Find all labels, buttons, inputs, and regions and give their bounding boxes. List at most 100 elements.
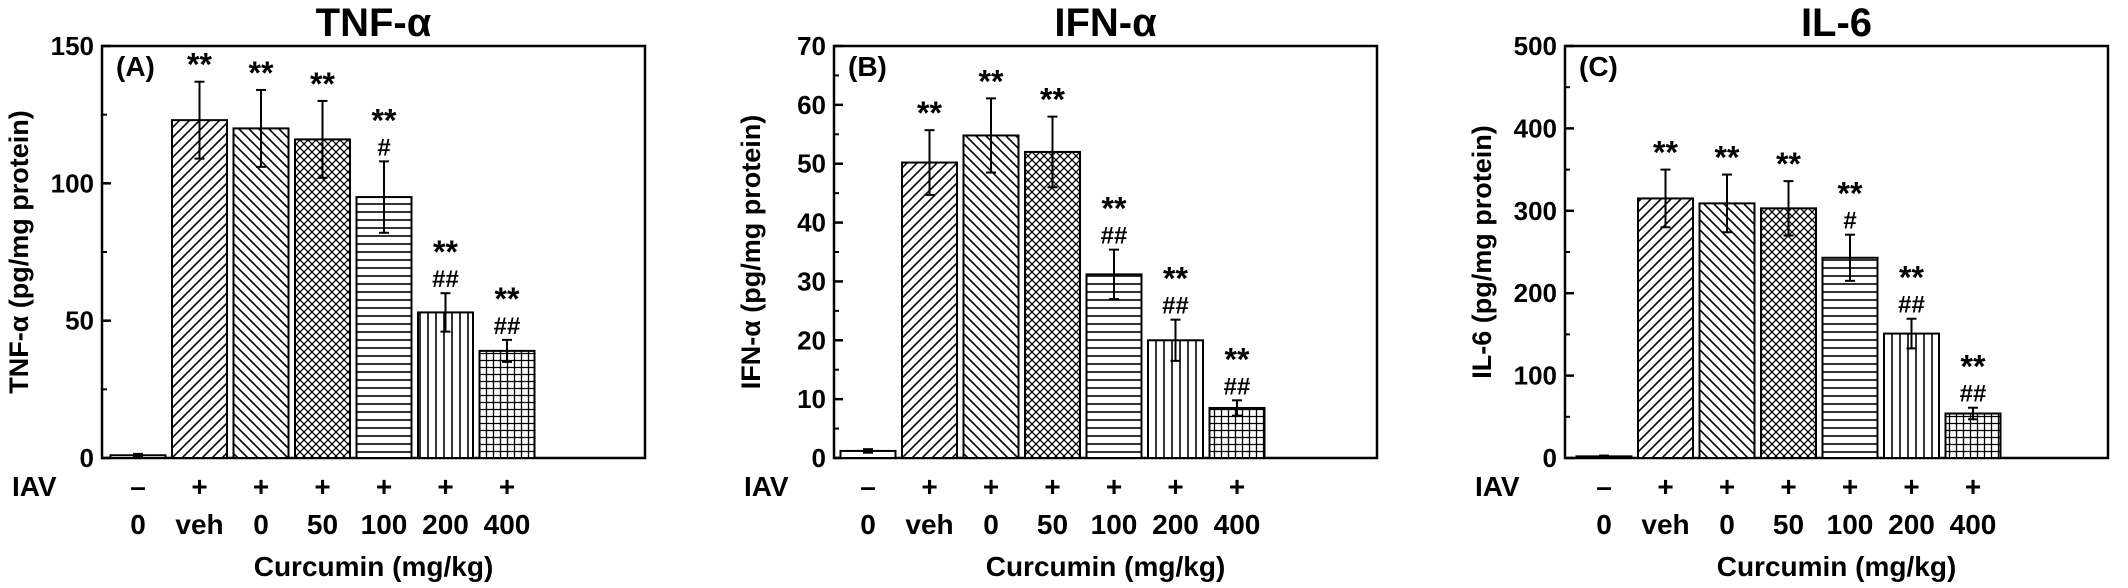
y-tick-label: 500: [1514, 31, 1557, 61]
bar: [1883, 332, 1940, 459]
dose-label: 0: [130, 509, 146, 540]
dose-label: 100: [1827, 509, 1874, 540]
bar: [1637, 197, 1694, 459]
iav-sign: +: [191, 471, 207, 502]
bar: [294, 138, 351, 460]
y-tick-label: 100: [51, 168, 94, 198]
significance-hash: #: [1843, 208, 1856, 235]
iav-sign: +: [1903, 471, 1919, 502]
y-tick-label: 10: [797, 384, 826, 414]
dose-label: 0: [253, 509, 269, 540]
chart-title: IFN-α: [1054, 1, 1157, 45]
x-axis-label: Curcumin (mg/kg): [986, 551, 1226, 582]
significance-stars: **: [1102, 191, 1127, 227]
significance-hash: ##: [1224, 373, 1251, 400]
iav-label: IAV: [12, 471, 57, 502]
iav-sign: –: [130, 471, 146, 502]
x-axis-label: Curcumin (mg/kg): [254, 551, 494, 582]
significance-hash: ##: [494, 313, 521, 340]
bar: [962, 134, 1020, 459]
bar: [478, 349, 536, 460]
x-axis-label: Curcumin (mg/kg): [1717, 551, 1957, 582]
bar: [417, 311, 474, 459]
significance-hash: ##: [1162, 293, 1189, 320]
dose-label: 200: [1152, 509, 1199, 540]
y-axis-label: TNF-α (pg/mg protein): [4, 110, 34, 394]
dose-label: 50: [1773, 509, 1804, 540]
y-tick-label: 60: [797, 90, 826, 120]
dose-label: 100: [361, 509, 408, 540]
significance-hash: #: [377, 134, 390, 161]
iav-sign: +: [1044, 471, 1060, 502]
y-tick-label: 30: [797, 266, 826, 296]
panel-label: (C): [1579, 51, 1618, 82]
y-tick-label: 0: [812, 443, 826, 473]
significance-stars: **: [917, 95, 942, 131]
dose-label: 0: [983, 509, 999, 540]
iav-sign: +: [1719, 471, 1735, 502]
significance-stars: **: [1653, 135, 1678, 171]
significance-stars: **: [1961, 349, 1986, 385]
bar: [171, 119, 228, 459]
dose-label: 200: [422, 509, 469, 540]
significance-stars: **: [310, 66, 335, 102]
dose-label: veh: [905, 509, 953, 540]
y-tick-label: 150: [51, 31, 94, 61]
significance-hash: ##: [1101, 223, 1128, 250]
iav-sign: +: [921, 471, 937, 502]
iav-sign: +: [1167, 471, 1183, 502]
dose-label: 0: [1719, 509, 1735, 540]
significance-stars: **: [372, 102, 397, 138]
significance-stars: **: [1838, 176, 1863, 212]
panel-label: (A): [116, 51, 155, 82]
iav-sign: –: [1596, 471, 1612, 502]
bar: [901, 161, 958, 459]
y-axis-label: IL-6 (pg/mg protein): [1467, 125, 1497, 378]
significance-stars: **: [979, 63, 1004, 99]
iav-sign: +: [1657, 471, 1673, 502]
chart-title: TNF-α: [316, 1, 432, 45]
dose-label: 400: [1214, 509, 1261, 540]
significance-stars: **: [1715, 140, 1740, 176]
iav-sign: +: [1780, 471, 1796, 502]
iav-label: IAV: [744, 471, 789, 502]
chart-panel-2: 0 10 20 30 40 50 60 70 IFN-α (B) IFN-α (pg/mg prot…: [736, 1, 1379, 582]
iav-sign: +: [437, 471, 453, 502]
bar: [1024, 150, 1081, 459]
iav-sign: +: [1229, 471, 1245, 502]
bar: [232, 127, 290, 459]
bar: [1085, 273, 1143, 460]
panel-label: (B): [848, 51, 887, 82]
dose-label: 50: [307, 509, 338, 540]
significance-stars: **: [187, 47, 212, 83]
iav-sign: +: [1842, 471, 1858, 502]
y-tick-label: 50: [797, 149, 826, 179]
significance-stars: **: [433, 234, 458, 270]
dose-label: veh: [175, 509, 223, 540]
y-tick-label: 70: [797, 31, 826, 61]
significance-stars: **: [249, 55, 274, 91]
significance-stars: **: [495, 281, 520, 317]
significance-stars: **: [1899, 260, 1924, 296]
dose-label: 100: [1091, 509, 1138, 540]
significance-stars: **: [1776, 146, 1801, 182]
y-axis-label: IFN-α (pg/mg protein): [736, 115, 766, 390]
iav-sign: –: [860, 471, 876, 502]
iav-sign: +: [499, 471, 515, 502]
y-tick-label: 0: [1543, 443, 1557, 473]
y-tick-label: 400: [1514, 113, 1557, 143]
bar: [1698, 202, 1756, 459]
y-tick-label: 100: [1514, 361, 1557, 391]
significance-stars: **: [1225, 341, 1250, 377]
y-tick-label: 300: [1514, 196, 1557, 226]
y-tick-label: 40: [797, 208, 826, 238]
significance-hash: ##: [1960, 381, 1987, 408]
iav-sign: +: [1106, 471, 1122, 502]
significance-stars: **: [1163, 261, 1188, 297]
y-tick-label: 200: [1514, 278, 1557, 308]
y-tick-label: 20: [797, 325, 826, 355]
dose-label: 400: [1950, 509, 1997, 540]
significance-hash: ##: [1898, 292, 1925, 319]
